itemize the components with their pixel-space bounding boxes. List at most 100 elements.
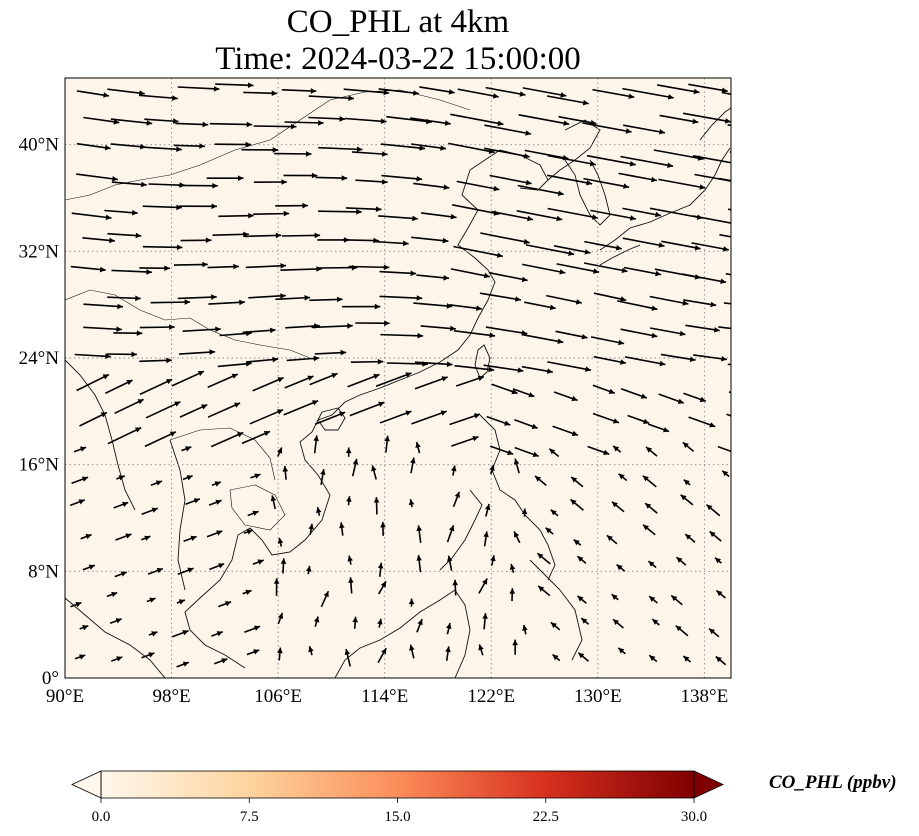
wind-arrow xyxy=(176,599,186,605)
wind-arrow xyxy=(318,146,363,152)
wind-arrow xyxy=(624,356,666,367)
wind-arrow xyxy=(245,263,287,269)
wind-arrow xyxy=(244,232,282,239)
wind-arrow xyxy=(339,522,345,536)
wind-arrow xyxy=(109,618,122,624)
wind-arrow xyxy=(486,415,511,426)
wind-arrow xyxy=(592,412,620,424)
wind-arrow xyxy=(478,644,484,656)
wind-arrow xyxy=(410,457,416,474)
wind-arrow xyxy=(250,473,261,479)
colorbar-tick-label: 15.0 xyxy=(384,809,410,825)
wind-arrow xyxy=(351,151,388,157)
lat-tick-label: 8°N xyxy=(28,561,59,582)
lat-tick-label: 32°N xyxy=(19,241,60,262)
wind-arrow xyxy=(344,648,351,667)
wind-arrow xyxy=(241,147,279,153)
wind-arrow xyxy=(144,118,179,124)
wind-arrow xyxy=(207,263,239,270)
wind-arrow xyxy=(141,652,155,659)
colorbar-ticks: 0.0 7.5 15.0 22.5 30.0 xyxy=(92,798,707,825)
wind-arrow xyxy=(484,124,532,136)
wind-arrow xyxy=(478,578,488,594)
wind-arrow xyxy=(141,146,182,152)
wind-arrow xyxy=(379,410,412,424)
wind-arrow xyxy=(416,618,423,633)
wind-arrow xyxy=(452,491,461,508)
wind-arrow xyxy=(583,262,628,274)
wind-arrow xyxy=(729,151,731,153)
wind-arrow xyxy=(416,274,450,281)
wind-arrow xyxy=(141,507,159,516)
wind-arrow xyxy=(522,263,566,275)
wind-arrow xyxy=(573,538,582,546)
wind-arrow xyxy=(488,271,528,283)
wind-arrow xyxy=(522,624,528,635)
wind-arrow xyxy=(616,563,626,572)
wind-arrow xyxy=(537,585,551,597)
wind-arrow xyxy=(177,86,220,92)
wind-arrow xyxy=(342,303,381,310)
wind-arrow xyxy=(316,507,322,516)
wind-arrow xyxy=(555,330,588,340)
wind-arrow xyxy=(627,414,650,424)
wind-arrow xyxy=(171,370,205,387)
wind-arrow xyxy=(509,588,515,602)
wind-arrow xyxy=(107,88,145,96)
wind-arrow xyxy=(727,363,731,366)
wind-arrow xyxy=(552,425,579,437)
wind-arrow xyxy=(139,265,170,271)
wind-arrow xyxy=(411,410,447,425)
wind-arrow xyxy=(380,143,426,151)
wind-arrow xyxy=(379,295,423,301)
wind-arrow xyxy=(277,647,283,661)
wind-arrow xyxy=(648,654,658,663)
wind-arrow xyxy=(592,384,616,394)
wind-arrow xyxy=(114,571,128,578)
lon-tick-label: 130°E xyxy=(574,686,622,707)
wind-arrow xyxy=(318,209,362,215)
wind-arrow xyxy=(728,391,731,394)
wind-arrow xyxy=(315,175,348,181)
wind-arrow xyxy=(413,302,453,309)
wind-arrow xyxy=(381,174,423,182)
wind-arrow xyxy=(411,236,449,244)
lat-tick-label: 0° xyxy=(42,668,59,689)
wind-arrow xyxy=(483,531,489,547)
wind-arrow xyxy=(308,523,314,535)
wind-arrow xyxy=(682,441,695,453)
wind-arrow xyxy=(583,177,630,189)
wind-arrow xyxy=(513,458,520,474)
wind-arrow xyxy=(313,435,319,454)
wind-arrow xyxy=(717,445,731,453)
wind-arrow xyxy=(74,654,86,660)
wind-arrow xyxy=(509,563,516,574)
wind-arrow xyxy=(584,240,622,251)
wind-arrow xyxy=(660,353,696,362)
wind-arrow xyxy=(420,212,457,220)
wind-arrow xyxy=(79,411,108,427)
lon-tick-label: 106°E xyxy=(254,686,302,707)
wind-arrow xyxy=(80,533,92,540)
wind-arrow xyxy=(107,232,142,239)
wind-arrow xyxy=(142,244,183,251)
wind-arrow xyxy=(725,272,731,276)
wind-arrow xyxy=(453,330,496,338)
wind-arrow xyxy=(705,503,721,517)
wind-arrow xyxy=(521,365,553,374)
lat-tick-label: 40°N xyxy=(19,135,60,156)
wind-arrow xyxy=(213,658,228,665)
wind-arrow xyxy=(150,299,191,305)
wind-arrow xyxy=(253,210,290,217)
wind-arrow xyxy=(450,268,490,279)
wind-arrow xyxy=(244,625,261,633)
wind-arrow xyxy=(111,656,123,662)
wind-arrow xyxy=(680,494,694,506)
title-time: Time: 2024-03-22 15:00:00 xyxy=(215,41,581,77)
wind-arrow xyxy=(644,502,658,514)
wind-arrow xyxy=(348,264,390,271)
wind-arrow xyxy=(592,88,635,99)
wind-arrow xyxy=(683,299,717,308)
wind-arrow xyxy=(218,212,254,219)
wind-arrow xyxy=(587,445,610,455)
